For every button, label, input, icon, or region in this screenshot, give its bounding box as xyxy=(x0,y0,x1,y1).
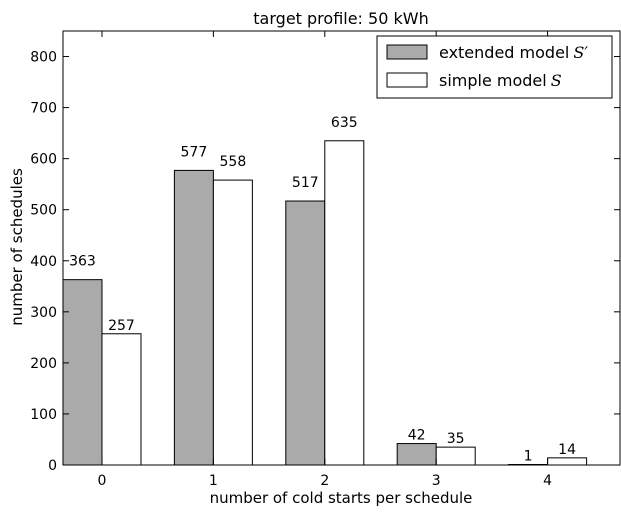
bar-series-0-cat-2 xyxy=(285,200,326,466)
y-tick-label-300: 300 xyxy=(30,305,57,321)
bar-series-1-cat-0 xyxy=(101,333,142,466)
y-tick-label-0: 0 xyxy=(48,458,57,474)
data-label-series-1-cat-2: 635 xyxy=(331,115,358,131)
legend-entry-extended-model: extended model S′ xyxy=(439,43,588,62)
data-label-series-1-cat-3: 35 xyxy=(447,431,465,447)
data-labels-layer: 363 577 517 42 1 257 558 635 35 14 xyxy=(69,115,576,465)
y-tick-label-700: 700 xyxy=(30,101,57,117)
bar-series-0-cat-1 xyxy=(173,169,214,466)
legend-swatch-extended-model xyxy=(386,44,428,60)
y-tick-label-400: 400 xyxy=(30,254,57,270)
chart-title: target profile: 50 kWh xyxy=(253,9,428,28)
x-tick-label-2: 2 xyxy=(320,473,329,489)
bar-series-1-cat-1 xyxy=(212,179,253,466)
data-label-series-0-cat-3: 42 xyxy=(408,428,426,444)
y-tick-label-500: 500 xyxy=(30,203,57,219)
bar-series-0-cat-0 xyxy=(62,279,103,466)
legend-entry-simple-model: simple model S xyxy=(439,71,562,90)
legend-swatch-simple-model xyxy=(386,72,428,88)
x-tick-label-4: 4 xyxy=(543,473,552,489)
ticks-layer: 0 100 200 300 400 500 600 700 800 0 1 2 3 4 xyxy=(30,31,620,489)
bar-series-1-cat-2 xyxy=(324,140,365,466)
x-tick-label-1: 1 xyxy=(209,473,218,489)
y-tick-label-600: 600 xyxy=(30,152,57,168)
bar-series-0-cat-3 xyxy=(396,443,437,466)
data-label-series-0-cat-0: 363 xyxy=(69,254,96,270)
legend: extended model S′ simple model S xyxy=(376,35,613,99)
data-label-series-0-cat-1: 577 xyxy=(181,144,208,160)
x-tick-label-3: 3 xyxy=(432,473,441,489)
data-label-series-1-cat-1: 558 xyxy=(220,154,247,170)
data-label-series-0-cat-2: 517 xyxy=(292,175,319,191)
x-axis-label: number of cold starts per schedule xyxy=(210,489,473,507)
bar-series-1-cat-3 xyxy=(435,446,476,466)
data-label-series-0-cat-4: 1 xyxy=(524,448,533,464)
data-label-series-1-cat-0: 257 xyxy=(108,318,135,334)
x-tick-label-0: 0 xyxy=(98,473,107,489)
y-tick-label-100: 100 xyxy=(30,407,57,423)
y-tick-label-800: 800 xyxy=(30,50,57,66)
plot-frame xyxy=(62,30,621,466)
bar-series-1-cat-4 xyxy=(547,457,588,466)
bars-layer xyxy=(62,140,588,466)
data-label-series-1-cat-4: 14 xyxy=(558,442,576,458)
axes-layer xyxy=(62,30,621,466)
y-tick-label-200: 200 xyxy=(30,356,57,372)
y-axis-label: number of schedules xyxy=(8,168,26,326)
